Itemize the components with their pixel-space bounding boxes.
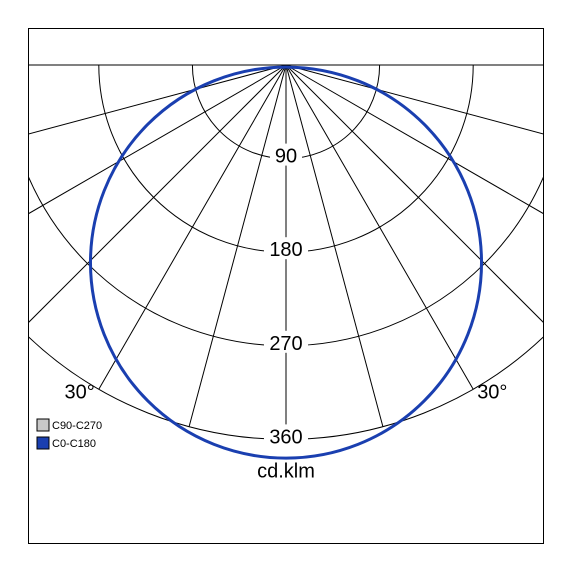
radius-label: 180	[269, 239, 302, 261]
unit-label: cd.klm	[257, 460, 315, 482]
polar-chart-svg: 9018027036090°60°30°90°60°30°C90-C270C0-…	[29, 29, 543, 543]
radius-label: 90	[275, 146, 297, 168]
legend-swatch	[37, 437, 49, 449]
legend-swatch	[37, 419, 49, 431]
legend-label: C0-C180	[52, 438, 96, 450]
chart-container: 9018027036090°60°30°90°60°30°C90-C270C0-…	[0, 0, 570, 570]
angle-label: 30°	[477, 382, 507, 404]
angle-label: 30°	[65, 382, 95, 404]
radius-label: 360	[269, 426, 302, 448]
chart-frame: 9018027036090°60°30°90°60°30°C90-C270C0-…	[28, 28, 544, 544]
legend-label: C90-C270	[52, 420, 102, 432]
radius-label: 270	[269, 333, 302, 355]
